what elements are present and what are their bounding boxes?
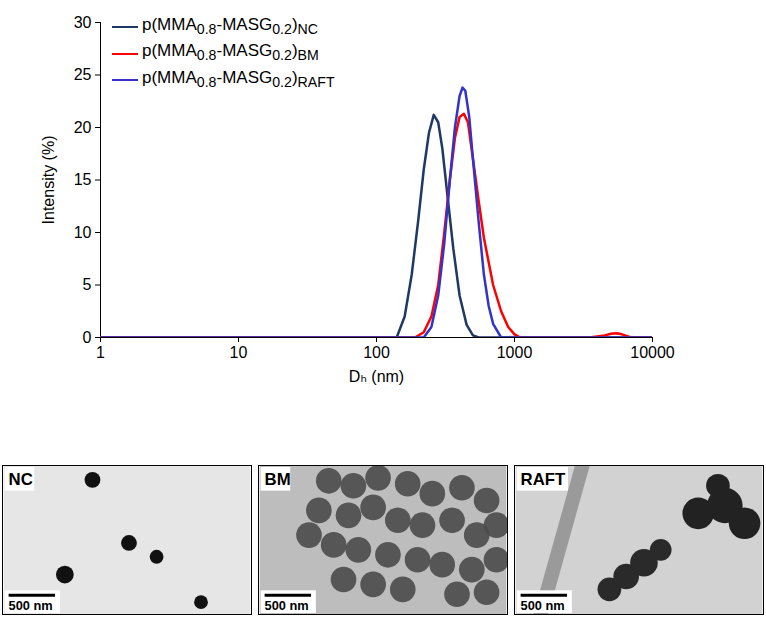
svg-text:1000: 1000 — [497, 344, 533, 361]
svg-text:NC: NC — [9, 470, 33, 489]
svg-text:1: 1 — [96, 344, 105, 361]
svg-text:500 nm: 500 nm — [265, 598, 309, 613]
svg-text:500 nm: 500 nm — [9, 598, 53, 613]
html-text:p(MMA0.8-MASG0.2)RAFT: p(MMA0.8-MASG0.2)RAFT — [142, 67, 335, 91]
svg-text:RAFT: RAFT — [521, 470, 566, 489]
svg-text:10000: 10000 — [630, 344, 675, 361]
svg-text:25: 25 — [74, 66, 92, 83]
svg-text:20: 20 — [74, 119, 92, 136]
svg-text:0: 0 — [83, 329, 92, 346]
svg-text:10: 10 — [74, 224, 92, 241]
html-text:p(MMA 0.8 -MASG 0.2) BM: p(MMA 0.8 -MASG 0.2) BM — [142, 41, 319, 64]
svg-text:30: 30 — [74, 14, 92, 31]
svg-text:10: 10 — [230, 344, 248, 361]
svg-text:BM: BM — [265, 470, 291, 489]
svg-text:Dₕ (nm): Dₕ (nm) — [349, 368, 404, 385]
svg-text:15: 15 — [74, 171, 92, 188]
svg-text:5: 5 — [83, 276, 92, 293]
svg-text:500 nm: 500 nm — [521, 598, 565, 613]
svg-text:Intensity (%): Intensity (%) — [40, 136, 57, 225]
svg-text:100: 100 — [363, 344, 390, 361]
html-text:p(MMA0.8-MASG0.2)NC: p(MMA0.8-MASG0.2)NC — [142, 15, 318, 38]
